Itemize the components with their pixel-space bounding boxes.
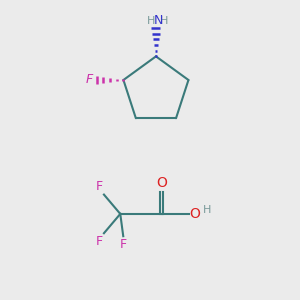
Text: F: F: [86, 74, 93, 86]
Text: F: F: [95, 180, 102, 193]
Text: F: F: [120, 238, 127, 251]
Text: O: O: [190, 207, 200, 221]
Text: N: N: [153, 14, 163, 27]
Text: H: H: [203, 205, 211, 215]
Text: O: O: [157, 176, 167, 190]
Text: H: H: [160, 16, 169, 26]
Text: F: F: [95, 235, 102, 248]
Text: H: H: [147, 16, 156, 26]
